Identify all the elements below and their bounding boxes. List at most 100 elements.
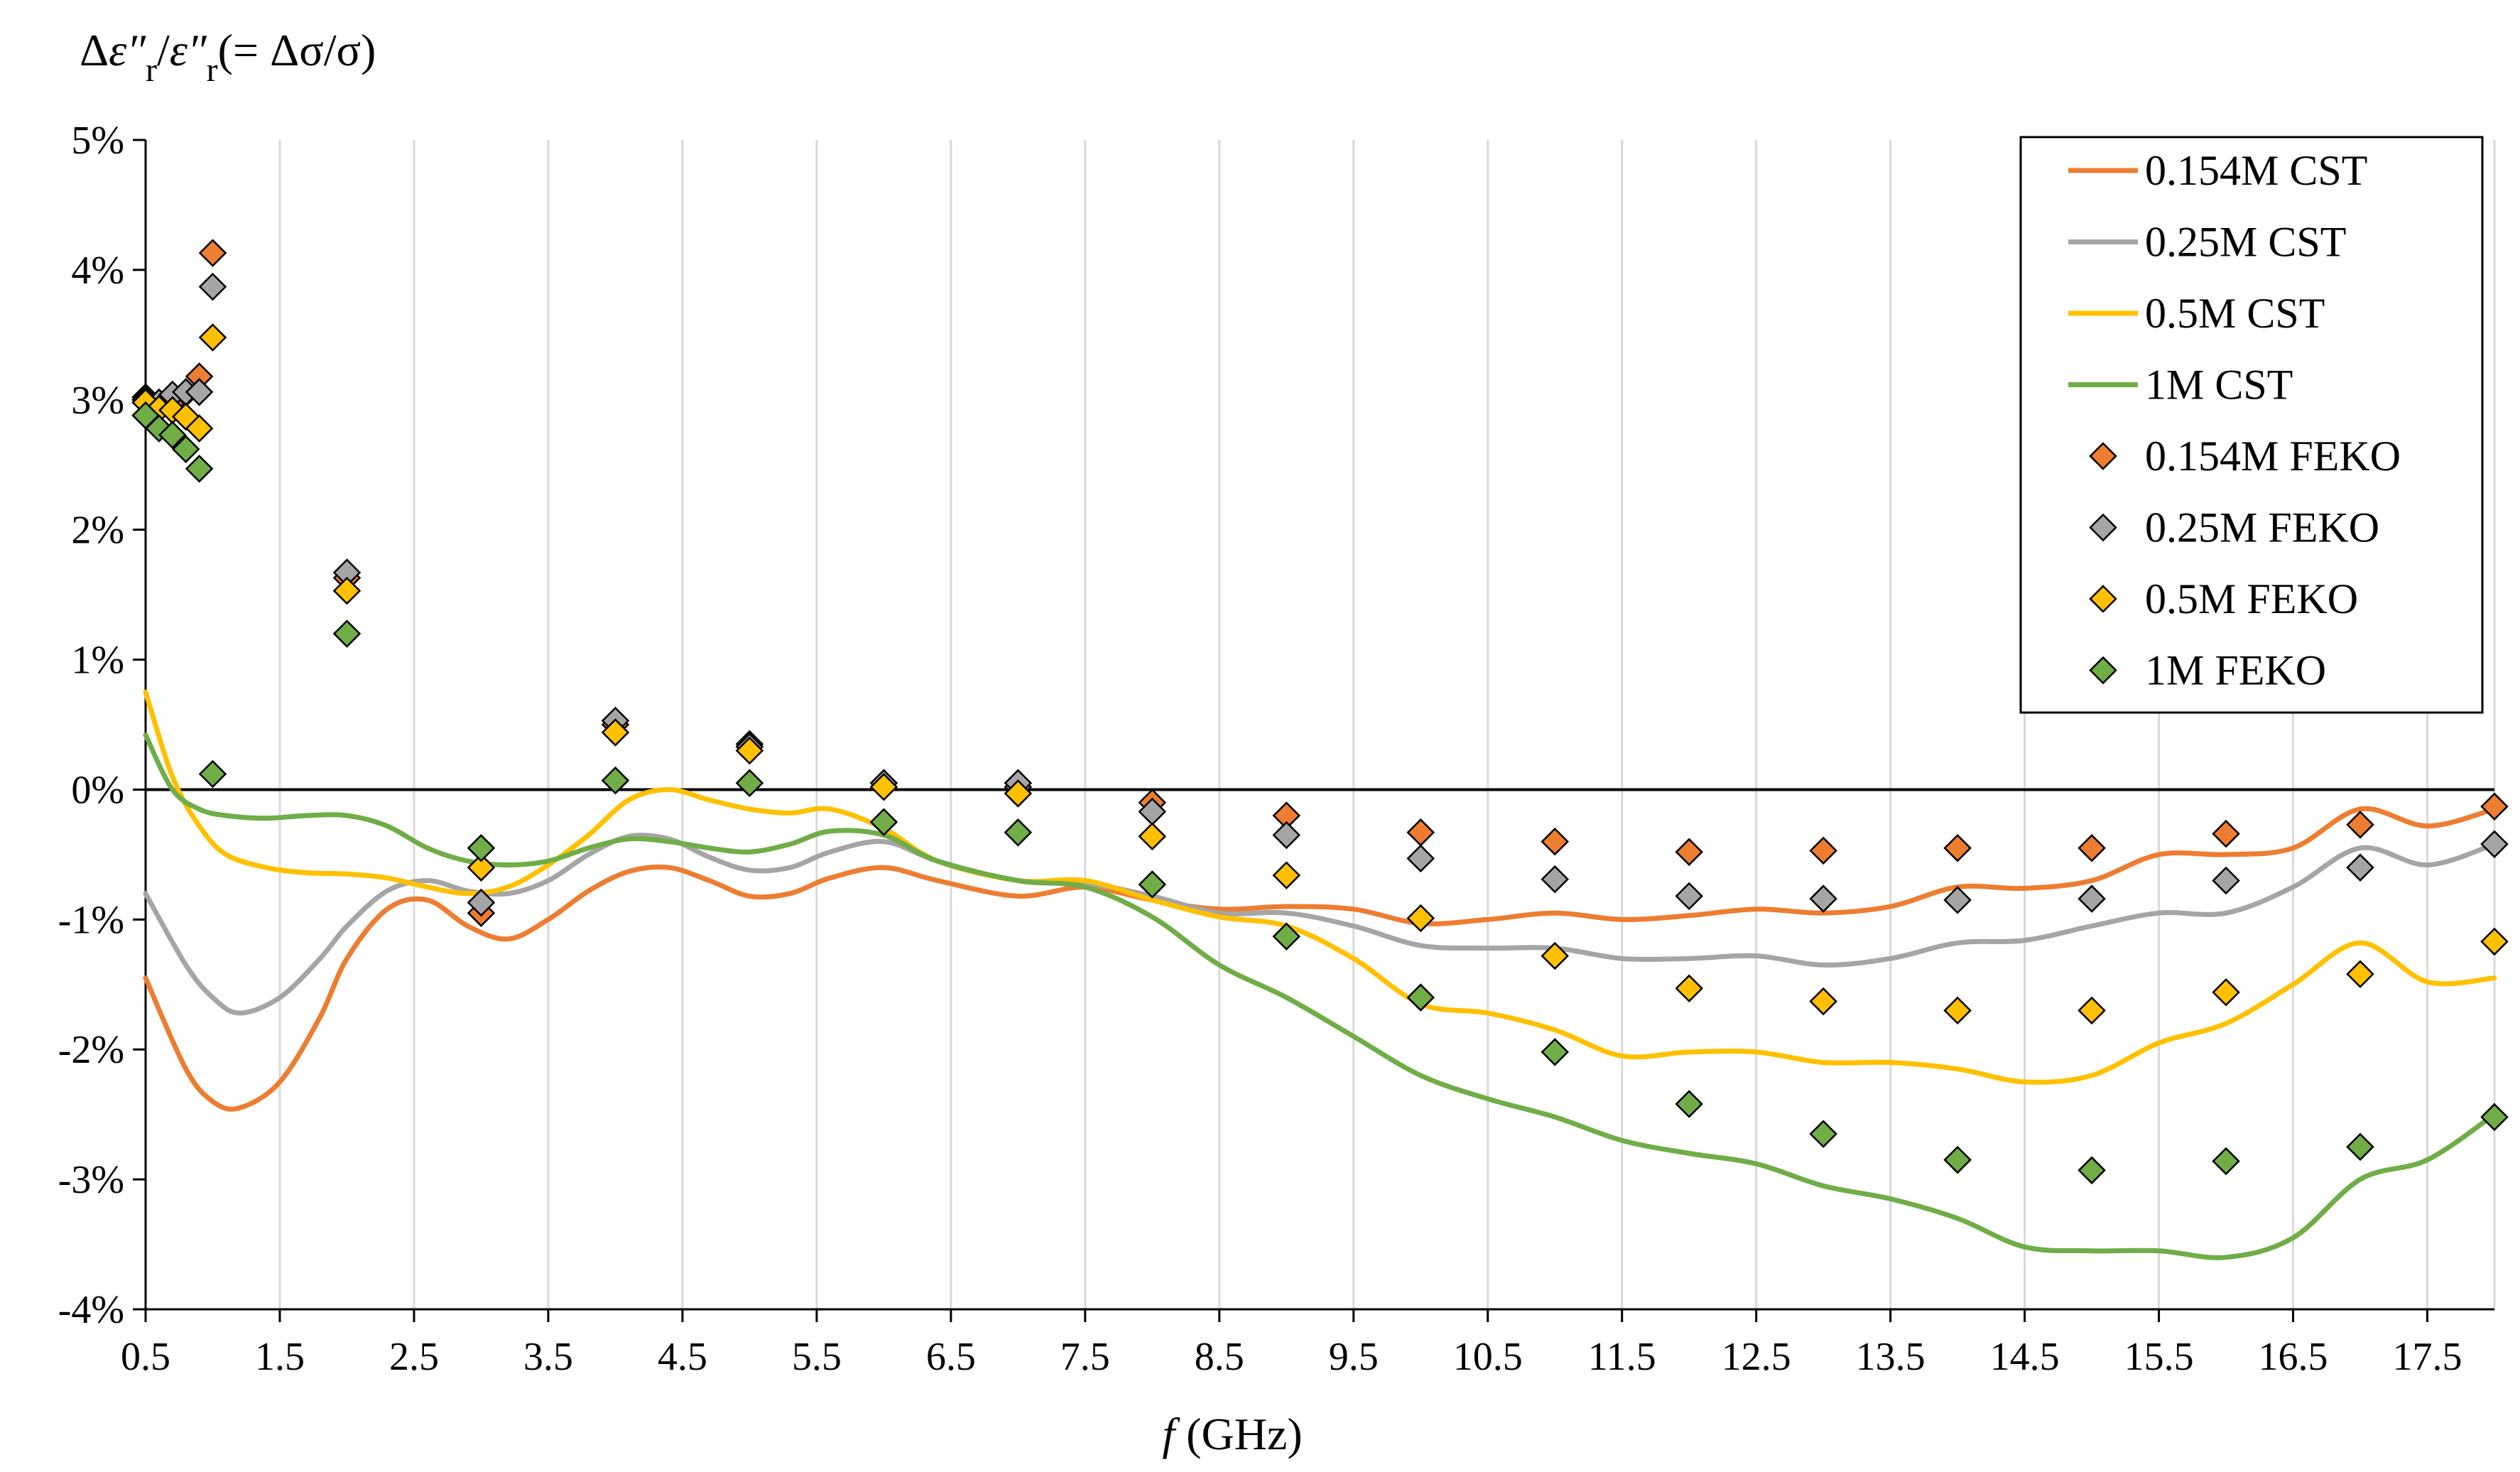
y-axis-title: Δε″r/ε″r(= Δσ/σ)	[80, 25, 376, 89]
y-tick-label: 2%	[71, 509, 124, 553]
marker-0-5m-feko	[332, 576, 362, 605]
marker-1m-feko	[332, 619, 362, 648]
legend-label: 1M FEKO	[2145, 647, 2326, 694]
marker-1m-feko	[158, 421, 187, 449]
y-tick-label: 3%	[71, 379, 124, 423]
x-tick-label: 14.5	[1990, 1335, 2060, 1379]
x-axis-title: f (GHz)	[1162, 1409, 1302, 1459]
marker-1m-feko	[467, 833, 496, 862]
marker-0-154m-feko	[1943, 833, 1972, 862]
marker-0-5m-feko	[1943, 996, 1972, 1025]
marker-0-5m-feko	[1138, 822, 1167, 851]
legend-label: 0.25M FEKO	[2145, 504, 2379, 551]
legend-swatch-0-25m-feko	[2089, 513, 2117, 542]
marker-1m-feko	[1272, 922, 1301, 951]
legend-label: 0.5M FEKO	[2145, 575, 2358, 622]
y-tick-label: -1%	[58, 898, 124, 942]
marker-0-25m-feko	[1406, 844, 1435, 873]
y-tick-label: 1%	[71, 639, 124, 683]
line-0-5m-cst	[143, 689, 2497, 1085]
marker-0-5m-feko	[2212, 978, 2240, 1007]
marker-1m-feko	[1541, 1038, 1569, 1066]
x-tick-label: 13.5	[1856, 1335, 1926, 1379]
axes	[133, 139, 2494, 1322]
y-tick-label: 4%	[71, 249, 124, 293]
marker-0-5m-feko	[1406, 904, 1435, 933]
tick-labels: 5% 4% 3% 2% 1% 0% -1% -2% -3% -4%0.5 1.5 2.5 3.5 4.5 5…	[58, 119, 2462, 1379]
legend-label: 0.154M FEKO	[2145, 433, 2401, 480]
marker-0-154m-feko	[1809, 836, 1837, 865]
y-tick-label: 5%	[71, 119, 124, 163]
x-tick-label: 2.5	[389, 1335, 439, 1379]
marker-0-5m-feko	[1675, 974, 1703, 1003]
marker-0-25m-feko	[2346, 853, 2374, 882]
x-tick-label: 15.5	[2124, 1335, 2194, 1379]
marker-1m-feko	[2212, 1147, 2240, 1176]
marker-0-25m-feko	[2078, 884, 2106, 913]
marker-0-5m-feko	[1272, 861, 1301, 889]
legend-swatch-1m-feko	[2089, 656, 2117, 685]
marker-0-154m-feko	[2078, 833, 2106, 862]
y-tick-label: -2%	[58, 1028, 124, 1072]
legend: 0.154M CST 0.25M CST 0.5M CST 1M CST 0.154M …	[2019, 136, 2484, 714]
legend-label: 1M CST	[2145, 362, 2293, 408]
marker-0-5m-feko	[2078, 996, 2106, 1025]
legend-label: 0.25M CST	[2145, 219, 2346, 266]
marker-0-5m-feko	[1004, 779, 1033, 808]
x-tick-label: 11.5	[1588, 1335, 1656, 1379]
marker-1m-feko	[2346, 1132, 2374, 1162]
x-tick-label: 3.5	[523, 1335, 573, 1379]
marker-0-25m-feko	[1675, 882, 1703, 911]
marker-1m-feko	[185, 454, 214, 483]
legend-swatch-0-5m-feko	[2089, 585, 2117, 613]
marker-0-25m-feko	[2212, 866, 2240, 895]
marker-0-5m-feko	[2346, 960, 2374, 988]
marker-1m-feko	[2078, 1156, 2106, 1185]
marker-1m-feko	[198, 759, 227, 789]
y-tick-label: 0%	[71, 768, 124, 812]
marker-0-25m-feko	[467, 888, 496, 917]
marker-1m-feko	[1675, 1090, 1703, 1118]
marker-0-5m-feko	[2480, 927, 2509, 956]
marker-1m-feko	[869, 808, 898, 836]
y-tick-label: -4%	[58, 1288, 124, 1332]
legend-label: 0.5M CST	[2145, 290, 2325, 337]
marker-1m-feko	[735, 769, 764, 798]
marker-0-154m-feko	[1541, 827, 1569, 856]
marker-1m-feko	[601, 766, 630, 795]
x-tick-label: 4.5	[658, 1335, 707, 1379]
marker-0-5m-feko	[601, 718, 630, 747]
x-tick-label: 1.5	[255, 1335, 305, 1379]
grid-lines	[278, 140, 2496, 1309]
line-1m-cst	[143, 732, 2497, 1260]
marker-0-5m-feko	[1809, 987, 1837, 1016]
marker-0-5m-feko	[735, 736, 764, 765]
x-tick-label: 10.5	[1453, 1335, 1523, 1379]
marker-1m-feko	[2480, 1103, 2509, 1132]
marker-0-154m-feko	[2480, 792, 2509, 821]
marker-0-5m-feko	[185, 414, 214, 443]
x-tick-label: 7.5	[1060, 1335, 1110, 1379]
marker-0-25m-feko	[1541, 865, 1569, 894]
x-tick-label: 5.5	[792, 1335, 842, 1379]
x-tick-label: 8.5	[1195, 1335, 1244, 1379]
marker-0-25m-feko	[1809, 884, 1837, 913]
marker-0-5m-feko	[198, 323, 227, 352]
marker-1m-feko	[1004, 818, 1033, 847]
marker-0-154m-feko	[198, 239, 227, 267]
legend-label: 0.154M CST	[2145, 147, 2367, 194]
marker-1m-feko	[1406, 983, 1435, 1012]
marker-0-25m-feko	[2480, 830, 2509, 859]
marker-1m-feko	[1138, 870, 1167, 899]
x-tick-label: 0.5	[121, 1335, 170, 1379]
marker-0-25m-feko	[185, 378, 214, 406]
marker-0-25m-feko	[1943, 886, 1972, 914]
marker-0-5m-feko	[869, 773, 898, 801]
x-tick-label: 17.5	[2393, 1335, 2462, 1379]
x-tick-label: 6.5	[926, 1335, 976, 1379]
scatter-series-group	[131, 239, 2509, 1185]
marker-1m-feko	[171, 435, 200, 464]
marker-1m-feko	[1809, 1120, 1837, 1148]
legend-swatch-0-154m-feko	[2089, 442, 2117, 470]
